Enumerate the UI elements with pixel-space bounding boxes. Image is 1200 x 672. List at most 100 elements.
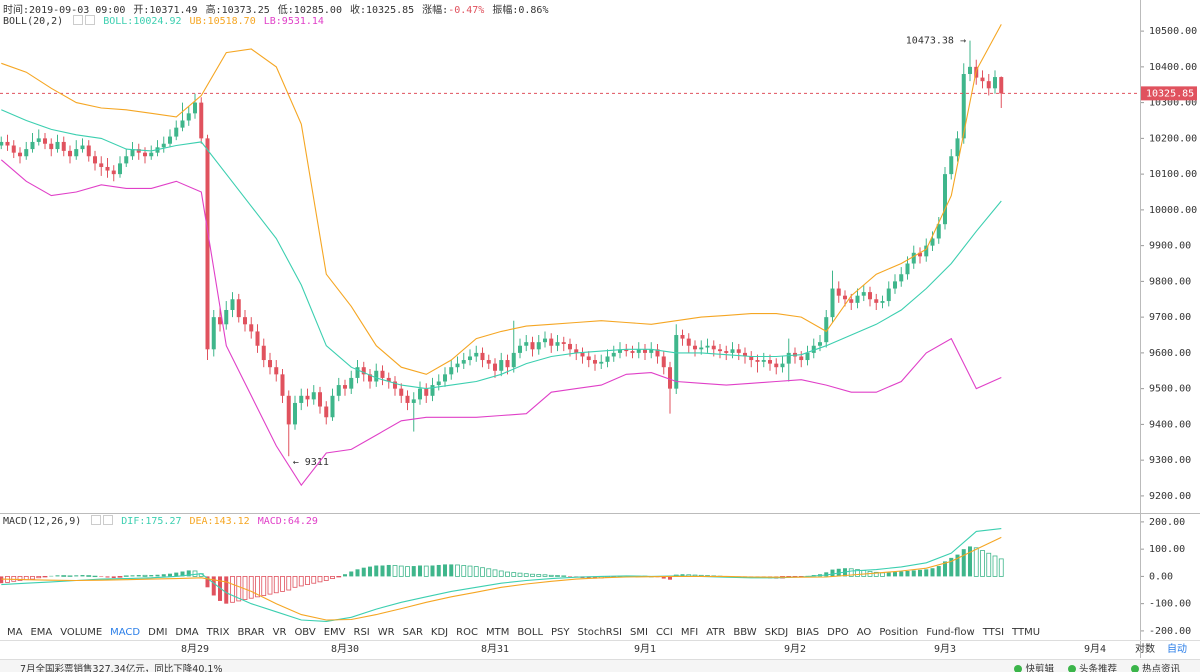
- candle-body: [755, 360, 760, 362]
- indicator-line: [1, 109, 1002, 390]
- indicator-tab[interactable]: BOLL: [517, 627, 544, 638]
- indicator-tab[interactable]: BIAS: [796, 627, 820, 638]
- candle-body: [893, 281, 897, 289]
- macd-bar: [92, 575, 98, 578]
- footer-link[interactable]: 快剪辑: [1014, 661, 1054, 672]
- indicator-tab[interactable]: EMV: [323, 627, 346, 638]
- footer-link[interactable]: 头条推荐: [1068, 661, 1117, 672]
- candle-body: [724, 351, 729, 353]
- macd-bar: [386, 564, 391, 577]
- indicator-tab[interactable]: KDJ: [430, 627, 449, 638]
- candle-body: [786, 352, 791, 364]
- indicator-tab[interactable]: WR: [377, 627, 395, 638]
- indicator-tab[interactable]: TRIX: [206, 627, 230, 638]
- candle-body: [530, 342, 535, 350]
- indicator-tab[interactable]: MACD: [110, 627, 141, 638]
- candle-body: [924, 245, 929, 257]
- indicator-tab[interactable]: RSI: [353, 627, 370, 638]
- boll-legend: BOLL(20,2) BOLL:10024.92 UB:10518.70 LB:953…: [3, 15, 324, 28]
- candle-body: [980, 77, 985, 82]
- indicator-tab[interactable]: AO: [856, 627, 872, 638]
- candle-body: [568, 343, 572, 350]
- indicator-tab[interactable]: PSY: [551, 627, 570, 638]
- candle-body: [130, 149, 135, 157]
- info-label: 时间:: [3, 5, 30, 16]
- candle-body: [349, 377, 354, 389]
- info-label: 低:: [277, 5, 294, 16]
- indicator-line: [0, 159, 1002, 487]
- macd-bar: [292, 576, 298, 588]
- info-value: 10325.85: [366, 5, 415, 16]
- indicator-tab[interactable]: BBW: [733, 627, 757, 638]
- candle-body: [949, 156, 954, 175]
- candle-body: [280, 374, 285, 396]
- indicator-tab[interactable]: StochRSI: [577, 627, 622, 638]
- indicator-tab[interactable]: Position: [879, 627, 919, 638]
- macd-bar: [436, 564, 441, 577]
- candle-body: [618, 349, 622, 353]
- macd-bar: [918, 569, 922, 577]
- footer-link[interactable]: 热点资讯: [1131, 661, 1180, 672]
- indicator-tab[interactable]: EMA: [30, 627, 53, 638]
- candle-body: [643, 349, 647, 353]
- candle-body: [518, 345, 522, 353]
- candle-body: [74, 149, 79, 157]
- indicator-tab[interactable]: TTSI: [982, 627, 1005, 638]
- candle-body: [111, 170, 116, 175]
- candle-body: [955, 138, 960, 157]
- indicator-tab[interactable]: ROC: [456, 627, 478, 638]
- legend-icons[interactable]: [89, 515, 114, 528]
- indicator-tab[interactable]: TTMU: [1012, 627, 1041, 638]
- candle-body: [243, 317, 247, 325]
- candle-body: [374, 370, 379, 382]
- info-value: 10285.00: [293, 5, 342, 16]
- candle-body: [355, 367, 360, 378]
- info-item: 涨幅:-0.47%: [422, 1, 484, 16]
- candle-body: [699, 347, 704, 350]
- indicator-tab[interactable]: MTM: [485, 627, 510, 638]
- candle-body: [536, 342, 541, 350]
- candle-body: [886, 288, 891, 302]
- indicator-tab[interactable]: ATR: [706, 627, 726, 638]
- indicator-tab[interactable]: VR: [272, 627, 287, 638]
- macd-bar: [168, 573, 172, 577]
- candle-body: [468, 356, 472, 361]
- macd-bar: [455, 564, 460, 577]
- macd-bar: [311, 576, 317, 584]
- macd-bar: [505, 571, 510, 577]
- candle-body: [136, 149, 141, 153]
- indicator-tab[interactable]: MA: [7, 627, 23, 638]
- axis-button[interactable]: 自动: [1167, 642, 1187, 655]
- indicator-tab[interactable]: DPO: [827, 627, 849, 638]
- legend-icons[interactable]: [71, 15, 96, 28]
- indicator-tab[interactable]: OBV: [294, 627, 316, 638]
- legend-item: DIF:175.27: [121, 516, 182, 527]
- candle-body: [799, 356, 804, 361]
- info-value: 10371.49: [149, 5, 198, 16]
- candle-body: [780, 363, 785, 368]
- indicator-tab[interactable]: SAR: [402, 627, 423, 638]
- indicator-tab[interactable]: CCI: [655, 627, 673, 638]
- indicator-tab[interactable]: SKDJ: [764, 627, 789, 638]
- news-ticker[interactable]: 7月全国彩票销售327.34亿元，同比下降40.1%: [20, 664, 223, 672]
- macd-bar: [473, 566, 479, 577]
- indicator-tab[interactable]: SMI: [630, 627, 648, 638]
- candle-body: [168, 136, 172, 144]
- axis-button[interactable]: 对数: [1135, 642, 1155, 655]
- indicator-tab[interactable]: DMI: [148, 627, 168, 638]
- candle-body: [961, 74, 966, 139]
- indicator-tab[interactable]: BRAR: [237, 627, 265, 638]
- indicator-tab[interactable]: Fund-flow: [926, 627, 975, 638]
- indicator-tab[interactable]: VOLUME: [60, 627, 103, 638]
- candle-body: [380, 370, 385, 378]
- ohlc-info: 时间:2019-09-03 09:00 开:10371.49 高:10373.25 低…: [3, 1, 548, 16]
- indicator-tab[interactable]: DMA: [175, 627, 199, 638]
- y-tick-label: 9900.00: [1149, 241, 1191, 252]
- candle-body: [93, 156, 97, 164]
- y-tick-label: 10500.00: [1149, 26, 1197, 37]
- indicator-tab[interactable]: MFI: [680, 627, 699, 638]
- macd-bar: [36, 576, 42, 579]
- candle-body: [711, 345, 716, 350]
- macd-bar: [668, 576, 672, 580]
